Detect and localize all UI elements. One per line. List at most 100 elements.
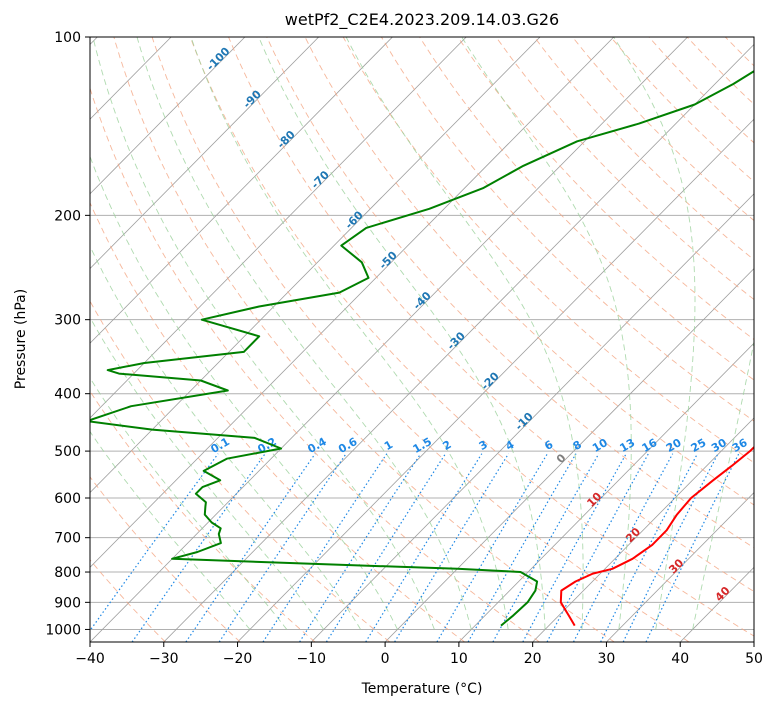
plot-frame <box>89 36 755 643</box>
x-tick-label: 30 <box>598 651 616 667</box>
isotherm-line <box>90 37 688 642</box>
isotherm-label: 30 <box>666 556 686 576</box>
isotherm-line <box>384 267 754 642</box>
mixing-ratio-line <box>325 453 447 642</box>
isotherm-line <box>90 37 246 195</box>
mixing-ratio-label: 30 <box>709 436 729 455</box>
dry-adiabat-line <box>457 37 754 341</box>
y-axis-label: Pressure (hPa) <box>13 289 29 389</box>
chart-title: wetPf2_C2E4.2023.209.14.03.G26 <box>285 10 559 30</box>
dry-adiabat-line <box>90 390 316 642</box>
moist-adiabat-line <box>90 377 288 630</box>
mixing-ratio-line <box>467 453 577 642</box>
mixing-ratio-line <box>90 453 219 632</box>
x-tick-label: 20 <box>524 651 542 667</box>
y-tick-label: 600 <box>54 491 81 507</box>
mixing-ratio-label: 13 <box>618 436 638 455</box>
mixing-ratio-label: 36 <box>730 436 750 455</box>
y-tick-label: 400 <box>54 387 81 403</box>
x-tick-label: 40 <box>671 651 689 667</box>
moist-adiabat-line <box>90 155 398 630</box>
mixing-ratio-line <box>218 453 347 642</box>
moist-adiabat-line <box>90 430 251 630</box>
mixing-ratio-line <box>365 453 483 642</box>
isotherm-label: -50 <box>377 249 400 272</box>
mixing-ratio-label: 0.4 <box>305 435 329 456</box>
dry-adiabat-line <box>610 37 754 183</box>
moist-adiabat-line <box>190 37 509 630</box>
mixing-ratio-line <box>622 453 719 642</box>
isotherm-line <box>458 342 754 642</box>
x-tick-label: 10 <box>450 651 468 667</box>
y-tick-label: 200 <box>54 208 81 224</box>
isotherm-line <box>753 641 754 642</box>
dry-adiabat-line <box>724 37 754 67</box>
isotherm-label: -80 <box>275 128 298 151</box>
dry-adiabat-line <box>266 37 754 549</box>
mixing-ratio-line <box>645 453 740 642</box>
isotherm-line <box>163 43 754 642</box>
dry-adiabat-line <box>90 300 391 642</box>
dry-adiabat-line <box>189 37 754 637</box>
isotherm-line <box>237 118 754 642</box>
isotherm-label: -60 <box>343 208 366 231</box>
mixing-ratio-line <box>299 453 422 642</box>
isotherm-label: -100 <box>204 44 233 73</box>
mixing-ratio-label: 25 <box>689 436 709 455</box>
isotherm-line <box>311 193 754 642</box>
y-tick-label: 1000 <box>45 622 81 638</box>
mixing-ratio-line <box>185 453 316 642</box>
dry-adiabat-line <box>90 476 241 642</box>
moist-adiabat-line <box>90 316 325 630</box>
dewpoint-line <box>90 70 754 627</box>
dry-adiabat-line <box>151 37 690 642</box>
x-tick-label: −40 <box>75 651 105 667</box>
dry-adiabat-line <box>495 37 754 301</box>
y-tick-label: 300 <box>54 313 81 329</box>
moist-adiabat-line <box>692 339 754 630</box>
y-tick-label: 500 <box>54 444 81 460</box>
isotherm-label: -40 <box>411 289 434 312</box>
dry-adiabat-line <box>533 37 754 261</box>
mixing-ratio-label: 0.6 <box>336 435 360 456</box>
isotherm-line <box>90 37 615 568</box>
isotherm-label: -20 <box>479 369 502 392</box>
mixing-ratio-line <box>522 453 627 642</box>
x-tick-label: 0 <box>381 651 390 667</box>
isotherm-line <box>679 566 754 642</box>
dry-adiabat-line <box>304 37 754 506</box>
isotherm-line <box>90 37 319 270</box>
isotherm-label: -10 <box>513 410 536 433</box>
x-tick-label: 50 <box>745 651 763 667</box>
moist-adiabat-line <box>613 37 696 630</box>
y-tick-label: 900 <box>54 595 81 611</box>
moist-adiabat-line <box>258 37 546 630</box>
y-tick-label: 100 <box>54 30 81 46</box>
isotherm-label: 40 <box>713 584 733 604</box>
isotherm-line <box>532 417 754 642</box>
dry-adiabat-line <box>419 37 754 381</box>
mixing-ratio-label: 1.5 <box>411 435 434 456</box>
isotherm-line <box>90 37 541 494</box>
moist-adiabat-line <box>345 37 584 630</box>
isotherm-label: -70 <box>309 168 332 191</box>
isotherm-label: 10 <box>584 490 604 510</box>
dry-adiabat-line <box>90 86 540 642</box>
mixing-ratio-line <box>394 453 510 642</box>
mixing-ratio-line <box>131 453 266 642</box>
mixing-ratio-label: 10 <box>590 436 610 455</box>
y-tick-label: 700 <box>54 531 81 547</box>
plot-area: 0.1 0.2 0.4 0.6 1 1.5 2 3 4 6 8 10 13 16 20 25 30 36-100-… <box>90 37 775 642</box>
mixing-ratio-line <box>572 453 674 642</box>
dry-adiabat-line <box>113 37 615 642</box>
isotherm-label: 20 <box>623 525 643 545</box>
dry-adiabat-line <box>342 37 754 464</box>
isotherm-line <box>90 37 467 419</box>
dry-adiabat-line <box>764 37 775 642</box>
isotherm-line <box>90 37 393 344</box>
y-tick-label: 800 <box>54 565 81 581</box>
moist-adiabat-line <box>136 37 472 630</box>
mixing-ratio-line <box>436 453 548 642</box>
mixing-ratio-label: 20 <box>664 436 684 455</box>
dry-adiabat-line <box>572 37 754 222</box>
